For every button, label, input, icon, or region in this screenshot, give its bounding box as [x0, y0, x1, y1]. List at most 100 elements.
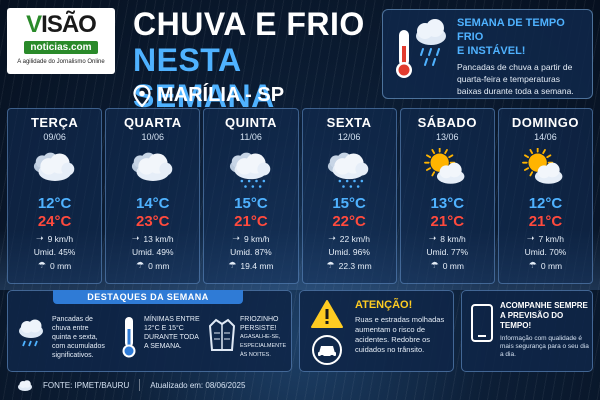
day-card-0: TERÇA 09/06 12°C 24°C ➝ 9 km/h Umid. 45% ☂ 0 mm	[7, 108, 103, 284]
sun-cloud-icon	[522, 148, 563, 184]
humidity: Umid. 87%	[230, 247, 272, 257]
humidity-row: Umid. 96%	[303, 247, 396, 257]
day-card-4: SÁBADO 13/06 13°C 21°C ➝ 8 km/h Umid. 77% ☂ 0 mm	[399, 108, 495, 284]
wind-row: ➝ 9 km/h	[204, 233, 297, 244]
day-date: 09/06	[43, 132, 66, 142]
weekly-alert-box: SEMANA DE TEMPO FRIO E INSTÁVEL! Pancada…	[382, 9, 593, 99]
humidity: Umid. 77%	[426, 247, 469, 257]
wind-row: ➝ 8 km/h	[401, 233, 494, 244]
umbrella-icon: ☂	[528, 260, 537, 270]
day-name: QUARTA	[123, 115, 182, 130]
location-pin-icon	[133, 84, 151, 107]
day-date: 13/06	[436, 132, 459, 142]
alert-text: Pancadas de chuva a partir de quarta-fei…	[457, 62, 574, 96]
hl-rain-3: quinta e sexta,	[52, 334, 98, 341]
wind-speed: 22 km/h	[339, 233, 370, 244]
rain-row: ☂ 0 mm	[401, 260, 494, 271]
jacket-icon	[208, 318, 236, 351]
temp-max: 21°C	[528, 213, 563, 230]
alert-title-line1: SEMANA DE TEMPO FRIO	[457, 17, 565, 43]
temp-min: 13°C	[430, 195, 465, 212]
temp-max: 21°C	[234, 213, 268, 230]
wind-icon: ➝	[526, 233, 535, 243]
rain-cloud-icon	[328, 152, 369, 188]
temp-min: 15°C	[332, 195, 366, 212]
attention-title: ATENÇÃO!	[355, 299, 413, 311]
alert-title: SEMANA DE TEMPO FRIO E INSTÁVEL!	[457, 16, 586, 58]
sun-cloud-icon	[424, 148, 465, 184]
car-icon	[312, 335, 342, 365]
hl-cold-1: Friozinho	[240, 316, 279, 323]
temp-max: 22°C	[332, 213, 366, 230]
day-date: 12/06	[337, 132, 361, 142]
rain-cloud-icon	[19, 319, 43, 347]
umbrella-icon: ☂	[228, 260, 237, 270]
umbrella-icon: ☂	[37, 260, 46, 270]
day-card-2: QUINTA 11/06 15°C 21°C ➝ 9 km/h Umid. 87% ☂ 19.4…	[203, 108, 299, 284]
hl-cold-5: às noites.	[240, 352, 271, 358]
rain-cloud-icon	[229, 152, 271, 188]
wind-speed: 8 km/h	[440, 233, 466, 244]
follow-title: ACOMPANHE SEMPRE A PREVISÃO DO TEMPO!	[500, 301, 588, 330]
forecast-days: TERÇA 09/06 12°C 24°C ➝ 9 km/h Umid. 45% ☂ 0 mm Q…	[7, 108, 594, 284]
warning-triangle-icon	[311, 300, 343, 328]
rain-amount: 22.3 mm	[338, 260, 372, 271]
wind-icon: ➝	[428, 233, 437, 243]
alert-content: SEMANA DE TEMPO FRIO E INSTÁVEL! Pancada…	[457, 16, 586, 98]
headline-line1: CHUVA E FRIO	[133, 6, 365, 42]
umbrella-icon: ☂	[326, 260, 335, 270]
humidity-row: Umid. 45%	[8, 247, 101, 257]
visao-noticias-logo[interactable]: VISÃO noticias.com A agilidade do Jornal…	[7, 8, 115, 74]
cloud-icon	[131, 152, 172, 181]
day-date: 10/06	[141, 132, 165, 142]
highlights-title: DESTAQUES DA SEMANA	[53, 290, 243, 304]
rain-row: ☂ 0 mm	[8, 260, 101, 271]
alert-title-line2: E INSTÁVEL!	[457, 45, 526, 57]
footer-divider	[139, 379, 141, 391]
footer-source: FONTE: IPMET/BAURU	[43, 380, 130, 390]
umbrella-icon: ☂	[136, 260, 145, 270]
umbrella-icon: ☂	[430, 260, 439, 270]
follow-forecast-panel: ACOMPANHE SEMPRE A PREVISÃO DO TEMPO! In…	[461, 290, 593, 372]
wind-speed: 13 km/h	[143, 233, 174, 244]
hl-temp-4: a semana.	[144, 343, 182, 350]
logo-v: V	[26, 11, 42, 38]
highlight-cold-text: Friozinho persiste! Agasalhe-se, especia…	[240, 315, 294, 360]
hl-temp-3: durante toda	[144, 334, 199, 341]
humidity-row: Umid. 70%	[499, 247, 592, 257]
logo-wordmark: VISÃO	[7, 13, 115, 37]
wind-row: ➝ 13 km/h	[106, 233, 199, 244]
highlights-panel: DESTAQUES DA SEMANA Pancadas de chuva en…	[7, 290, 292, 372]
humidity-row: Umid. 77%	[401, 247, 494, 257]
day-date: 14/06	[534, 132, 557, 142]
temp-max: 24°C	[37, 213, 72, 230]
highlight-temperature-text: Mínimas entre 12°C e 15°C durante toda a…	[144, 315, 208, 351]
footer: FONTE: IPMET/BAURU Atualizado em: 08/06/…	[7, 376, 593, 394]
day-name: TERÇA	[30, 115, 79, 130]
wind-icon: ➝	[131, 233, 140, 243]
rain-row: ☂ 0 mm	[106, 260, 199, 271]
attention-text: Ruas e estradas molhadas aumentam o risc…	[355, 315, 445, 354]
rain-amount: 0 mm	[148, 260, 170, 271]
wind-speed: 7 km/h	[538, 233, 564, 244]
humidity-row: Umid. 87%	[204, 247, 297, 257]
rain-amount: 0 mm	[50, 260, 72, 271]
logo-rest: ISÃO	[41, 11, 97, 38]
day-name: SEXTA	[326, 115, 372, 130]
temp-max: 23°C	[136, 213, 170, 230]
thermometer-icon	[122, 317, 136, 358]
humidity: Umid. 70%	[524, 247, 567, 257]
day-name: QUINTA	[224, 115, 277, 130]
rain-row: ☂ 22.3 mm	[303, 260, 396, 271]
temp-min: 14°C	[136, 195, 170, 212]
humidity: Umid. 45%	[33, 247, 76, 257]
day-name: SÁBADO	[417, 115, 477, 130]
footer-updated: Atualizado em: 08/06/2025	[150, 380, 246, 390]
wind-row: ➝ 7 km/h	[499, 233, 592, 244]
attention-panel: ATENÇÃO! Ruas e estradas molhadas aument…	[299, 290, 454, 372]
hl-temp-2: 12°C e 15°C	[144, 325, 184, 332]
wind-icon: ➝	[36, 233, 44, 243]
hl-rain-5: significativos.	[52, 352, 94, 359]
humidity: Umid. 96%	[328, 247, 370, 257]
rain-amount: 0 mm	[442, 260, 464, 271]
